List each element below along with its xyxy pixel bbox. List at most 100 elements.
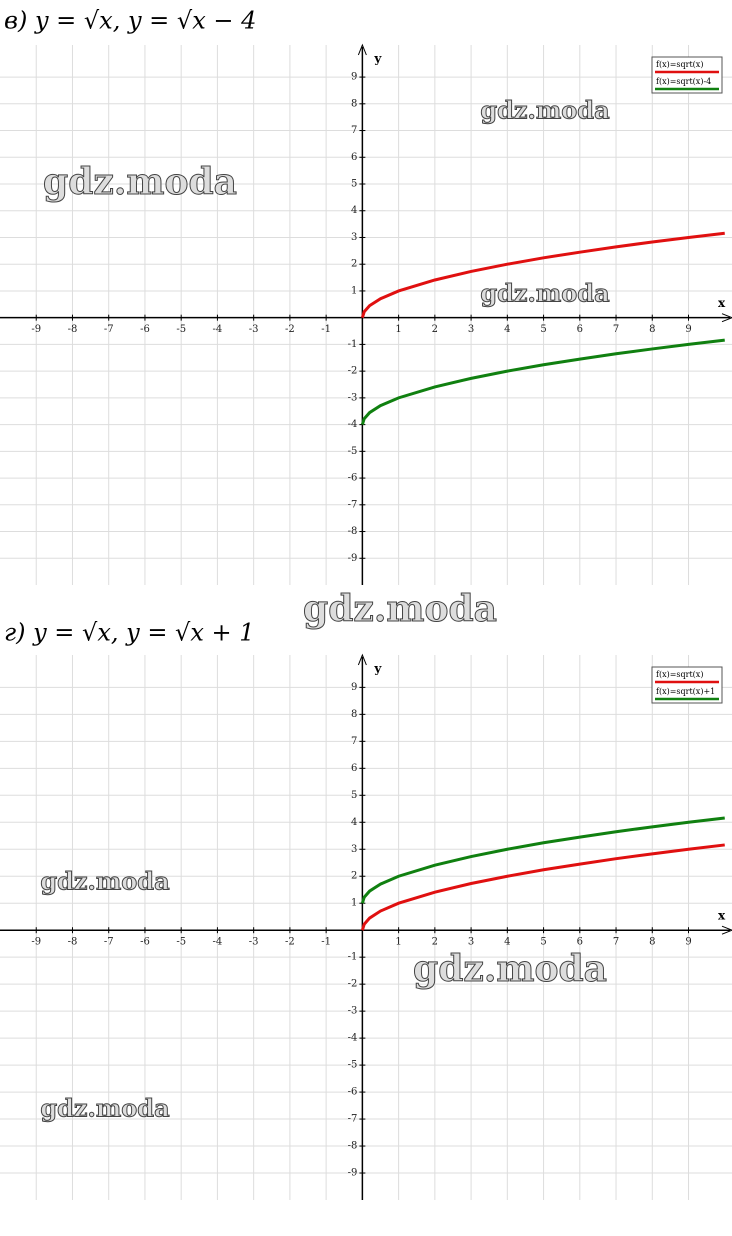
x-tick-label: 5 — [540, 937, 546, 948]
y-tick-label: 2 — [351, 259, 357, 270]
x-tick-label: 1 — [395, 324, 401, 335]
y-tick-label: -6 — [348, 1087, 358, 1098]
x-tick-label: -6 — [140, 937, 150, 948]
watermark: gdz.moda — [413, 948, 607, 990]
x-tick-label: -8 — [68, 324, 78, 335]
y-tick-label: 9 — [351, 72, 357, 83]
x-tick-label: -4 — [213, 324, 223, 335]
y-tick-label: -4 — [348, 419, 358, 430]
y-tick-label: 4 — [351, 817, 357, 828]
y-tick-label: -3 — [348, 392, 358, 403]
x-tick-label: -5 — [176, 324, 186, 335]
y-tick-label: -5 — [348, 1060, 358, 1071]
x-tick-label: 6 — [577, 324, 583, 335]
watermark: gdz.moda — [480, 279, 609, 308]
legend-box — [651, 666, 723, 704]
legend-label: f(x)=sqrt(x) — [656, 670, 703, 679]
x-tick-label: -8 — [68, 937, 78, 948]
x-tick-label: -7 — [104, 324, 114, 335]
x-tick-label: -2 — [285, 937, 295, 948]
x-tick-label: 4 — [504, 937, 510, 948]
y-tick-label: -7 — [348, 1114, 358, 1125]
y-tick-label: 6 — [351, 152, 357, 163]
y-axis-label: y — [373, 662, 382, 676]
y-tick-label: -8 — [348, 526, 358, 537]
legend-label: f(x)=sqrt(x) — [656, 60, 703, 69]
legend-label: f(x)=sqrt(x)+1 — [656, 687, 715, 696]
legend-label: f(x)=sqrt(x)-4 — [656, 77, 711, 86]
chart-title: г) y = √x, y = √x + 1 — [4, 619, 255, 647]
x-axis-label: x — [718, 296, 726, 310]
x-tick-label: 8 — [649, 324, 655, 335]
x-tick-label: 7 — [613, 324, 619, 335]
y-arrow — [357, 653, 367, 666]
y-tick-label: 6 — [351, 763, 357, 774]
x-tick-label: -3 — [249, 937, 259, 948]
y-tick-label: -6 — [348, 473, 358, 484]
y-tick-label: 7 — [351, 125, 357, 136]
x-axis-label: x — [718, 909, 726, 923]
y-tick-label: -9 — [348, 1168, 358, 1179]
watermark: gdz.moda — [40, 1094, 169, 1123]
x-tick-label: 4 — [504, 324, 510, 335]
y-tick-label: 5 — [351, 790, 357, 801]
y-tick-label: 9 — [351, 682, 357, 693]
y-axis-label: y — [373, 52, 382, 66]
y-tick-label: -8 — [348, 1141, 358, 1152]
y-tick-label: -2 — [348, 366, 358, 377]
x-tick-label: -4 — [213, 937, 223, 948]
watermark: gdz.moda — [43, 161, 237, 203]
y-tick-label: 1 — [351, 285, 357, 296]
y-tick-label: -5 — [348, 446, 358, 457]
y-tick-label: 5 — [351, 179, 357, 190]
y-tick-label: -9 — [348, 553, 358, 564]
series-line — [360, 816, 725, 904]
y-tick-label: 2 — [351, 871, 357, 882]
x-tick-label: -1 — [321, 324, 331, 335]
x-tick-label: -9 — [31, 937, 41, 948]
y-tick-label: -7 — [348, 499, 358, 510]
x-tick-label: 1 — [395, 937, 401, 948]
y-arrow — [357, 43, 367, 56]
watermark: gdz.moda — [303, 588, 497, 630]
y-tick-label: -3 — [348, 1006, 358, 1017]
x-tick-label: -2 — [285, 324, 295, 335]
watermark: gdz.moda — [480, 96, 609, 125]
x-tick-label: -9 — [31, 324, 41, 335]
y-tick-label: -1 — [348, 339, 358, 350]
y-tick-label: 1 — [351, 898, 357, 909]
x-tick-label: -7 — [104, 937, 114, 948]
chart-title: в) y = √x, y = √x − 4 — [4, 7, 256, 35]
x-tick-label: 9 — [685, 324, 691, 335]
series-line — [360, 843, 725, 931]
x-tick-label: 3 — [468, 937, 474, 948]
y-tick-label: -4 — [348, 1033, 358, 1044]
x-tick-label: 6 — [577, 937, 583, 948]
x-tick-label: 3 — [468, 324, 474, 335]
y-tick-label: 3 — [351, 844, 357, 855]
y-tick-label: 8 — [351, 709, 357, 720]
x-arrow — [721, 313, 732, 323]
x-tick-label: 7 — [613, 937, 619, 948]
y-tick-label: -1 — [348, 952, 358, 963]
x-tick-label: 2 — [432, 324, 438, 335]
x-tick-label: 2 — [432, 937, 438, 948]
x-tick-label: -5 — [176, 937, 186, 948]
y-tick-label: 4 — [351, 205, 357, 216]
watermark: gdz.moda — [40, 867, 169, 896]
series-line — [360, 231, 725, 319]
x-tick-label: -6 — [140, 324, 150, 335]
series-line — [360, 338, 725, 426]
x-tick-label: 5 — [540, 324, 546, 335]
y-tick-label: 3 — [351, 232, 357, 243]
legend-box — [651, 56, 723, 94]
y-tick-label: -2 — [348, 979, 358, 990]
x-tick-label: -1 — [321, 937, 331, 948]
x-tick-label: 9 — [685, 937, 691, 948]
x-arrow — [721, 925, 732, 935]
y-tick-label: 8 — [351, 98, 357, 109]
y-tick-label: 7 — [351, 736, 357, 747]
x-tick-label: 8 — [649, 937, 655, 948]
